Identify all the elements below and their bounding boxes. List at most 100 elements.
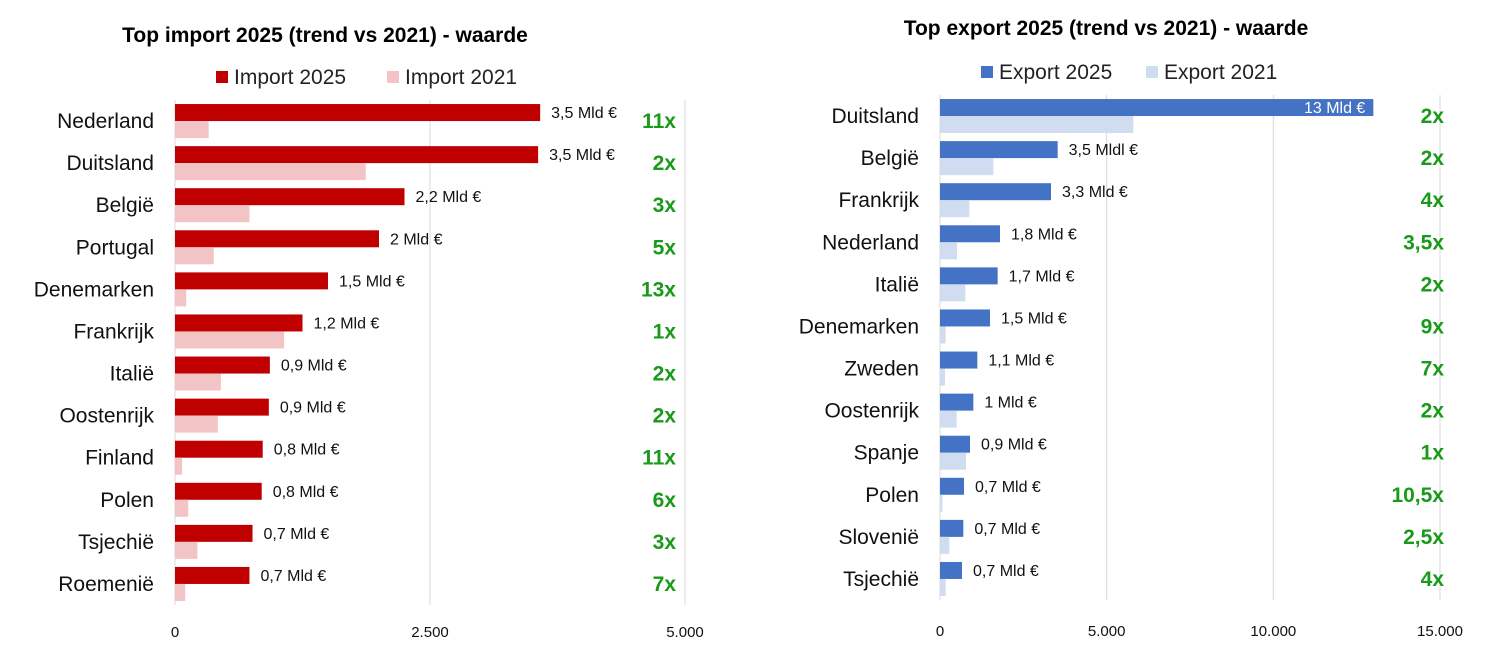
export-category-label: Duitsland	[831, 105, 919, 128]
export-data-label: 0,7 Mld €	[974, 521, 1040, 538]
import-growth-label: 1x	[653, 320, 677, 343]
import-bar-import-2025	[175, 104, 541, 122]
export-growth-label: 7x	[1421, 358, 1445, 381]
export-bar-export-2025	[940, 519, 964, 537]
import-bar-import-2025	[175, 440, 263, 458]
export-growth-label: 9x	[1421, 315, 1445, 338]
export-category-label: Italië	[875, 273, 919, 296]
export-growth-label: 4x	[1421, 568, 1445, 591]
export-category-label: Spanje	[854, 442, 919, 465]
export-growth-label: 2x	[1421, 105, 1445, 128]
import-legend-label-0: Import 2025	[234, 66, 346, 89]
export-xtick-label: 0	[936, 623, 944, 640]
import-bar-import-2021	[175, 415, 218, 433]
import-data-label: 0,9 Mld €	[280, 400, 346, 417]
import-growth-label: 7x	[653, 573, 677, 596]
export-bar-export-2021	[940, 494, 943, 512]
import-category-label: Tsjechië	[78, 531, 154, 554]
export-bar-export-2025	[940, 141, 1058, 159]
import-bar-import-2021	[175, 163, 366, 181]
export-category-label: Tsjechië	[843, 568, 919, 591]
import-data-label: 2,2 Mld €	[416, 189, 482, 206]
export-legend-label-1: Export 2021	[1164, 61, 1277, 84]
export-category-label: België	[861, 147, 919, 170]
import-category-label: België	[96, 194, 154, 217]
import-bar-import-2021	[175, 289, 187, 307]
import-data-label: 1,2 Mld €	[314, 315, 380, 332]
import-growth-label: 3x	[653, 531, 677, 554]
import-bar-import-2021	[175, 583, 186, 601]
import-category-label: Polen	[100, 489, 154, 512]
export-chart: Top export 2025 (trend vs 2021) - waarde…	[799, 17, 1463, 640]
export-data-label: 0,9 Mld €	[981, 437, 1047, 454]
import-growth-label: 6x	[653, 489, 677, 512]
export-category-label: Oostenrijk	[824, 400, 919, 423]
export-bar-export-2025	[940, 477, 964, 495]
import-xtick-label: 2.500	[411, 624, 449, 641]
import-bar-import-2021	[175, 247, 214, 265]
export-bar-export-2025	[940, 99, 1374, 117]
import-data-label: 0,9 Mld €	[281, 358, 347, 375]
import-chart: Top import 2025 (trend vs 2021) - waarde…	[34, 24, 704, 641]
export-data-label: 3,5 Mldl €	[1069, 142, 1138, 159]
import-bar-import-2025	[175, 314, 303, 332]
import-bar-import-2025	[175, 146, 539, 164]
import-growth-label: 2x	[653, 363, 677, 386]
import-bar-import-2025	[175, 524, 253, 542]
import-chart-title: Top import 2025 (trend vs 2021) - waarde	[122, 24, 528, 47]
export-bar-export-2025	[940, 561, 962, 579]
import-data-label: 0,8 Mld €	[273, 484, 339, 501]
export-bar-export-2025	[940, 267, 998, 285]
export-growth-label: 2,5x	[1403, 526, 1444, 549]
export-growth-label: 2x	[1421, 400, 1445, 423]
import-category-label: Roemenië	[58, 573, 154, 596]
import-data-label: 0,8 Mld €	[274, 442, 340, 459]
import-data-label: 3,5 Mld €	[551, 105, 617, 122]
export-legend-swatch-1	[1146, 66, 1158, 78]
import-growth-label: 5x	[653, 236, 677, 259]
export-bar-export-2021	[940, 242, 957, 260]
export-data-label: 3,3 Mld €	[1062, 184, 1128, 201]
import-category-label: Denemarken	[34, 278, 154, 301]
import-bar-import-2021	[175, 205, 250, 223]
export-growth-label: 2x	[1421, 273, 1445, 296]
import-bar-import-2021	[175, 121, 209, 139]
import-category-label: Duitsland	[66, 152, 154, 175]
export-data-label: 1,8 Mld €	[1011, 226, 1077, 243]
export-bar-export-2021	[940, 368, 945, 386]
export-bar-export-2021	[940, 452, 966, 470]
import-category-label: Portugal	[76, 236, 154, 259]
import-growth-label: 13x	[641, 278, 676, 301]
import-bar-import-2021	[175, 457, 183, 475]
export-data-label: 0,7 Mld €	[975, 479, 1041, 496]
export-bar-export-2021	[940, 200, 970, 218]
export-growth-label: 2x	[1421, 147, 1445, 170]
import-bar-import-2021	[175, 331, 285, 349]
export-bar-export-2025	[940, 225, 1000, 243]
export-growth-label: 10,5x	[1391, 484, 1444, 507]
export-category-label: Slovenië	[838, 526, 919, 549]
export-bar-export-2021	[940, 284, 966, 302]
export-bar-export-2021	[940, 158, 994, 176]
export-bar-export-2025	[940, 309, 990, 327]
export-bar-export-2025	[940, 183, 1051, 201]
import-data-label: 1,5 Mld €	[339, 273, 405, 290]
export-xtick-label: 10.000	[1250, 623, 1296, 640]
export-chart-title: Top export 2025 (trend vs 2021) - waarde	[904, 17, 1309, 40]
export-category-label: Zweden	[844, 358, 919, 381]
export-xtick-label: 5.000	[1088, 623, 1126, 640]
import-bar-import-2025	[175, 566, 250, 584]
import-data-label: 3,5 Mld €	[549, 147, 615, 164]
import-bar-import-2021	[175, 541, 198, 559]
import-category-label: Frankrijk	[73, 320, 154, 343]
export-data-label: 1,7 Mld €	[1009, 268, 1075, 285]
import-bar-import-2025	[175, 230, 379, 248]
export-data-label: 1,1 Mld €	[988, 353, 1054, 370]
export-bar-export-2021	[940, 116, 1134, 134]
import-growth-label: 11x	[642, 447, 676, 470]
export-category-label: Denemarken	[799, 315, 919, 338]
import-category-label: Italië	[110, 363, 154, 386]
export-bar-export-2025	[940, 351, 978, 369]
export-data-label: 1,5 Mld €	[1001, 310, 1067, 327]
